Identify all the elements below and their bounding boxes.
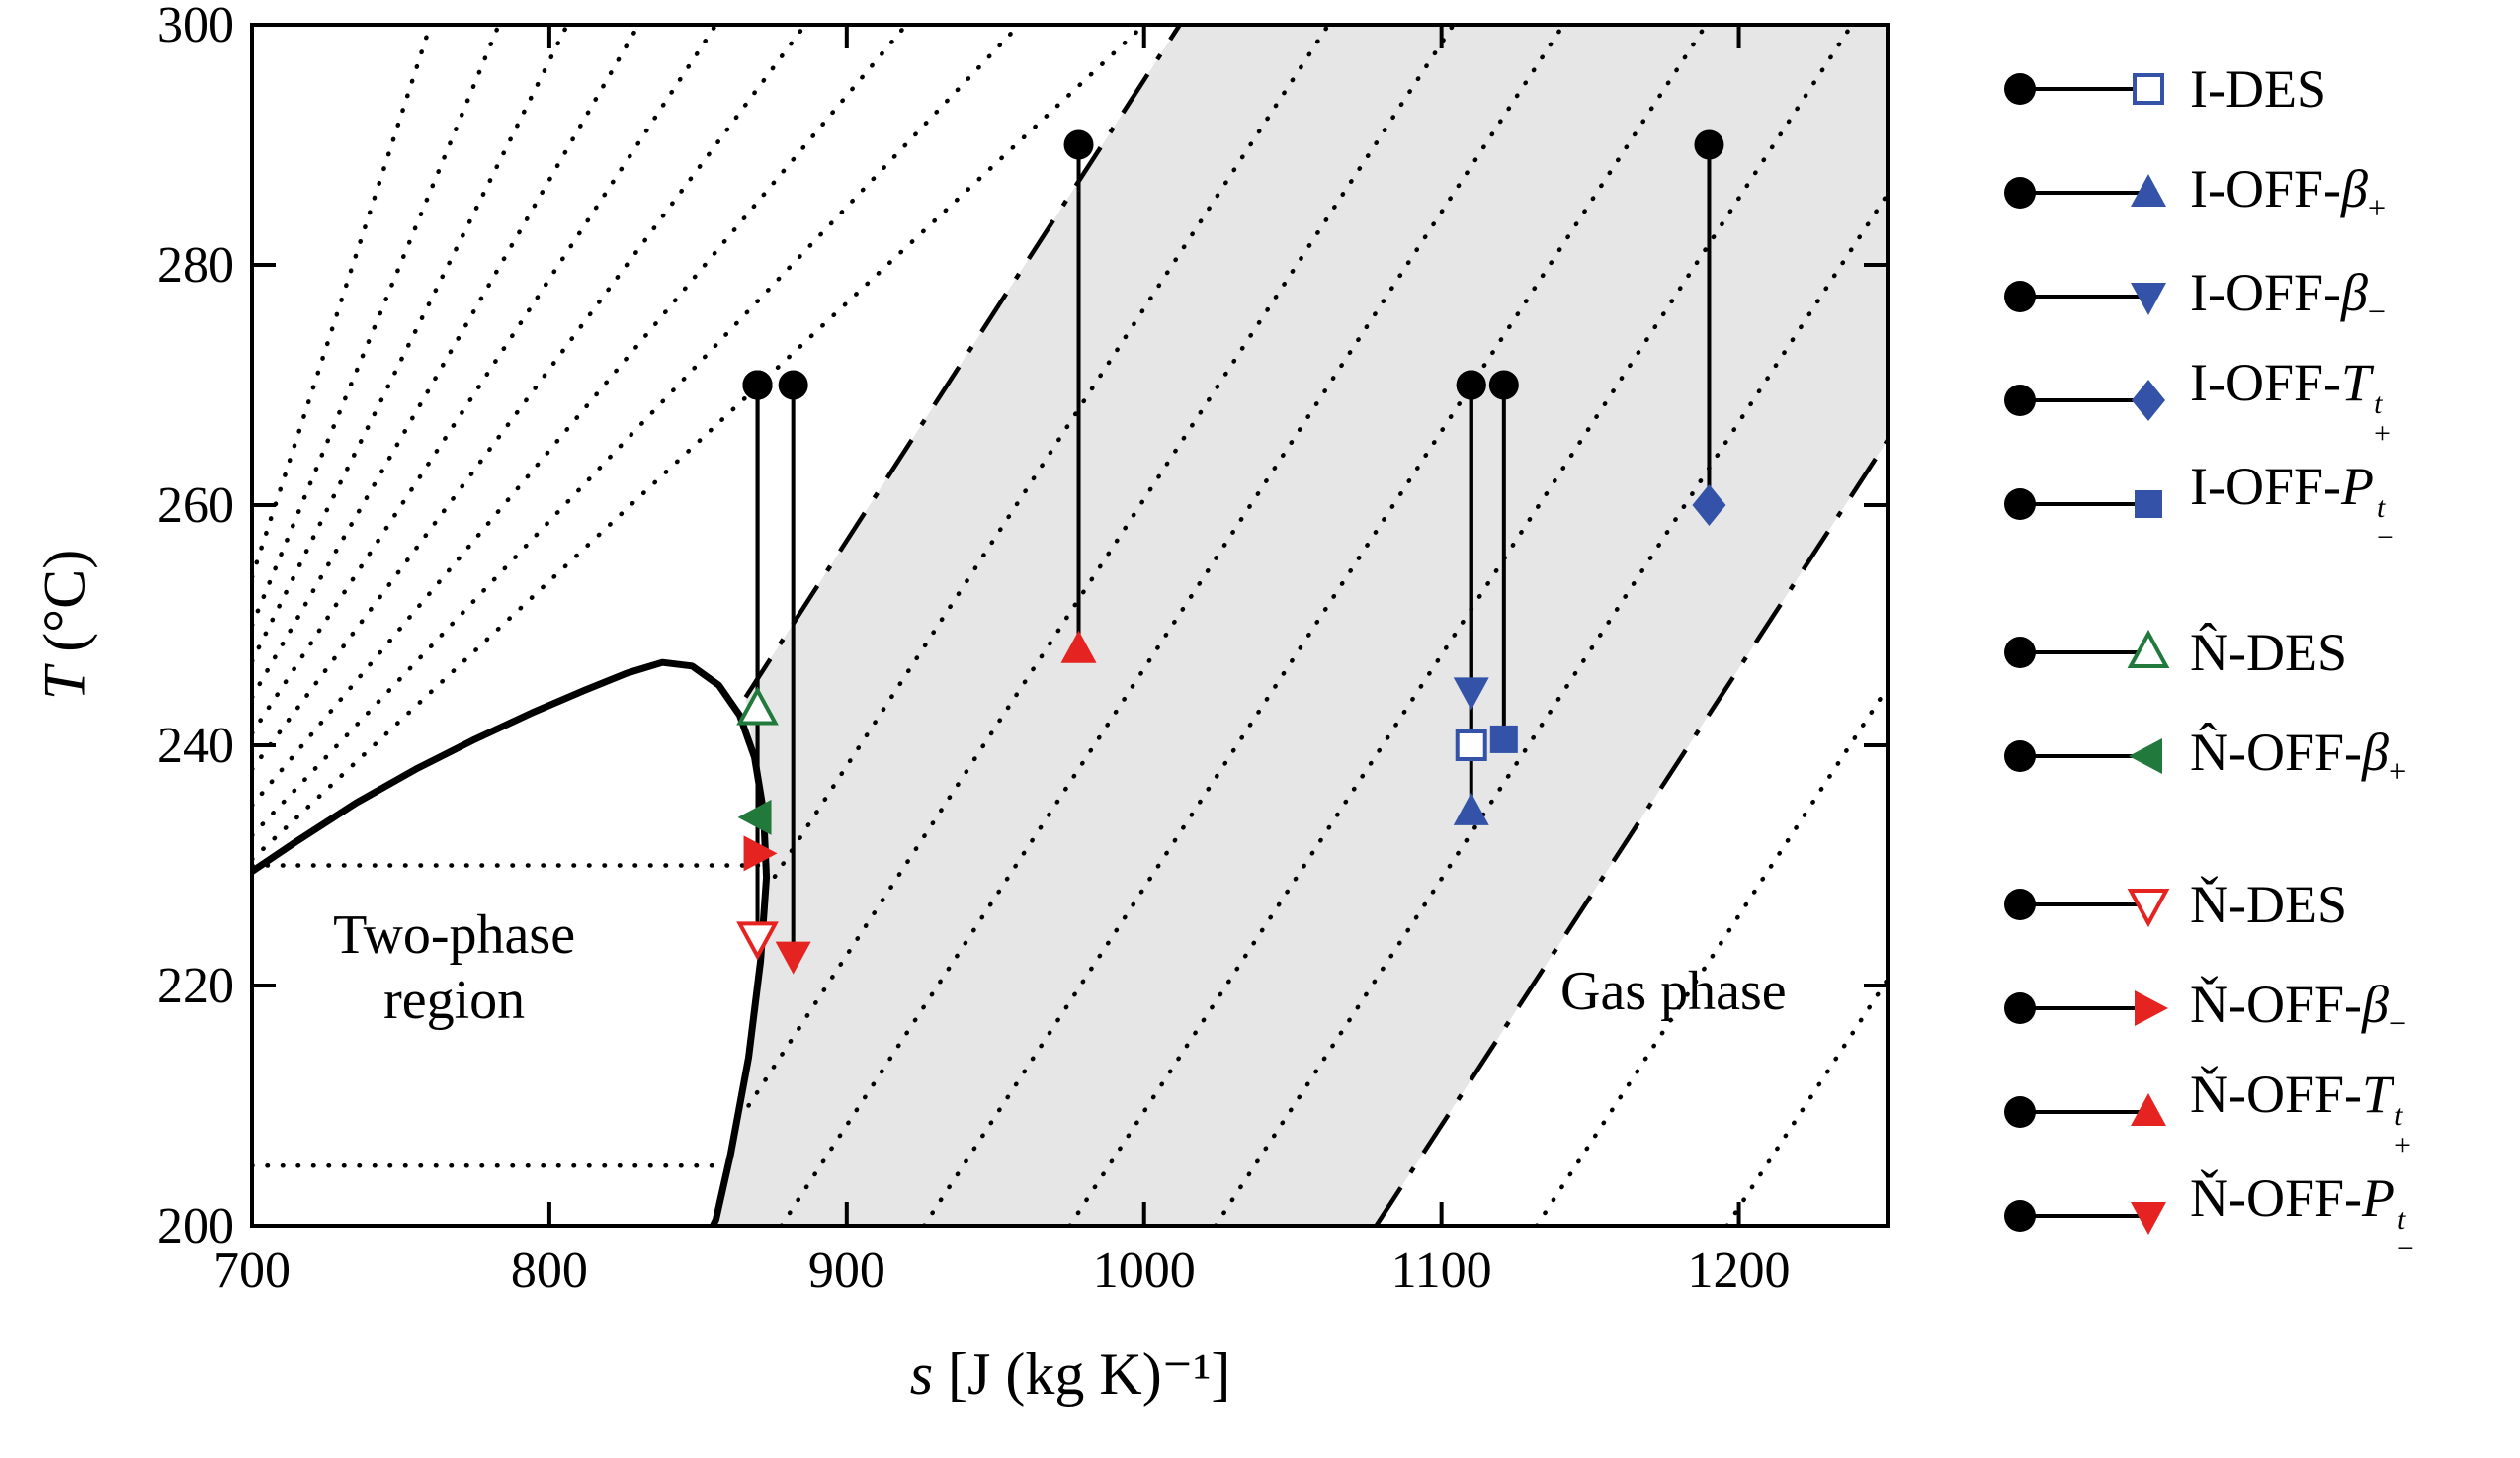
isoline-dotted xyxy=(252,25,909,808)
x-tick-label: 1000 xyxy=(1093,1243,1196,1299)
y-axis-label: T (°C) xyxy=(32,550,100,700)
isoline-dotted xyxy=(252,25,502,628)
legend-entry-label: Ň-OFF-P t − xyxy=(2190,1167,2414,1265)
legend-entry: I-OFF-P t − xyxy=(1998,457,2394,552)
phase-boundary-dashdot-group xyxy=(743,25,1888,1226)
series-group xyxy=(736,129,1726,975)
legend-entry: I-OFF-β− xyxy=(1998,262,2386,331)
legend-marker-icon xyxy=(2004,889,2170,928)
legend-marker-icon xyxy=(2004,488,2162,520)
y-axis-units: (°C) xyxy=(32,549,98,667)
legend-entry-label: I-DES xyxy=(2190,59,2326,119)
series-marker-I-DES xyxy=(1455,729,1487,761)
legend-marker-icon xyxy=(2004,73,2164,105)
y-tick-label: 240 xyxy=(157,718,234,774)
legend-entry-label: I-OFF-P t − xyxy=(2190,456,2394,554)
legend-entry-label: I-OFF-β− xyxy=(2190,263,2387,330)
legend-marker-icon xyxy=(2004,174,2166,209)
isoline-dotted xyxy=(779,25,1566,1226)
x-axis-variable: s xyxy=(909,1341,934,1407)
saturation-dome-curve xyxy=(252,658,771,1226)
isoline-dotted-group xyxy=(252,25,1888,1226)
legend-entry: N̂-OFF-β+ xyxy=(1998,722,2406,791)
series-marker-Ň-OFF-Pᵗ₋ xyxy=(775,941,811,975)
isoline-dotted xyxy=(252,25,807,772)
x-axis-label: s [J (kg K)⁻¹] xyxy=(910,1339,1231,1409)
legend-entry: N̂-DES xyxy=(1998,618,2347,687)
isoline-dotted xyxy=(746,25,1456,1108)
series-anchor-dot xyxy=(778,370,808,400)
legend-entry-label: Ň-OFF-T t + xyxy=(2190,1064,2411,1161)
isoline-dotted xyxy=(252,25,1146,862)
y-tick-label: 260 xyxy=(157,477,234,534)
isoline-dotted xyxy=(252,25,433,580)
series-anchor-dot xyxy=(1694,129,1724,160)
legend-entry-label: N̂-OFF-β+ xyxy=(2190,723,2407,790)
legend-marker-icon xyxy=(2004,738,2162,774)
legend-entry-label: Ň-OFF-β− xyxy=(2190,975,2407,1042)
series-marker-Ň-DES xyxy=(736,921,779,961)
legend-marker-icon xyxy=(2004,380,2165,421)
isoline-dotted xyxy=(921,25,1709,1226)
series-marker-I-OFF-Pᵗ₋ xyxy=(1489,725,1518,753)
isoline-dotted xyxy=(252,25,718,736)
isoline-dotted xyxy=(252,25,641,700)
plot-area xyxy=(252,25,1888,1226)
y-tick-label: 300 xyxy=(157,0,234,53)
y-tick-label: 280 xyxy=(157,237,234,294)
legend-marker-icon xyxy=(2004,1093,2166,1128)
x-tick-label: 1200 xyxy=(1688,1243,1791,1299)
series-marker-Ň-OFF-Tᵗ₊ xyxy=(1060,630,1097,663)
legend-marker-icon xyxy=(2004,281,2166,315)
x-axis-units: [J (kg K)⁻¹] xyxy=(933,1341,1231,1407)
legend-entry-label: N̂-DES xyxy=(2190,623,2347,682)
x-tick-label: 1100 xyxy=(1391,1243,1492,1299)
legend-entry: Ň-OFF-β− xyxy=(1998,974,2406,1043)
legend-entry: I-DES xyxy=(1998,54,2326,124)
plot-frame xyxy=(250,23,1890,1228)
isoline-dotted xyxy=(252,25,1022,838)
series-marker-I-OFF-β₋ xyxy=(1453,677,1489,711)
series-marker-I-OFF-β₊ xyxy=(1453,792,1489,825)
isoline-dotted xyxy=(1534,685,1888,1226)
legend-entry-label: I-OFF-β+ xyxy=(2190,159,2387,226)
y-axis-variable: T xyxy=(32,666,98,701)
isoline-dotted xyxy=(1213,192,1888,1226)
x-tick-label: 800 xyxy=(511,1243,588,1299)
series-anchor-dot xyxy=(1488,370,1519,400)
legend-entry: Ň-OFF-P t − xyxy=(1998,1168,2414,1263)
phase-boundary-dashdot xyxy=(1374,439,1888,1226)
series-marker-N̂-DES xyxy=(736,686,779,726)
series-marker-Ň-OFF-β₋ xyxy=(743,835,778,872)
legend-entry: I-OFF-T t + xyxy=(1998,353,2391,448)
legend-marker-icon xyxy=(2004,629,2170,668)
series-anchor-dot xyxy=(742,370,773,400)
shaded-region xyxy=(713,25,1888,1226)
legend-entry-label: I-OFF-T t + xyxy=(2190,352,2391,450)
isoline-dotted xyxy=(252,25,570,664)
x-tick-label: 900 xyxy=(808,1243,885,1299)
legend-entry-label: Ň-DES xyxy=(2190,875,2347,934)
isoline-dotted xyxy=(1067,25,1855,1226)
legend-entry: Ň-OFF-T t + xyxy=(1998,1065,2411,1159)
gas-phase-label: Gas phase xyxy=(1560,961,1787,1023)
y-tick-label: 220 xyxy=(157,958,234,1014)
y-tick-label: 200 xyxy=(157,1198,234,1254)
isoline-dotted xyxy=(1724,977,1888,1226)
series-marker-N̂-OFF-β₊ xyxy=(737,799,772,835)
series-marker-I-OFF-Tᵗ₊ xyxy=(1692,484,1726,526)
two-phase-region-label: Two-phase region xyxy=(333,903,576,1031)
series-anchor-dot xyxy=(1063,129,1094,160)
axis-ticks xyxy=(250,23,1888,1228)
series-anchor-dot xyxy=(1456,370,1486,400)
isoline-dotted xyxy=(764,25,1331,893)
legend-entry: I-OFF-β+ xyxy=(1998,158,2386,227)
legend-marker-icon xyxy=(2004,1200,2166,1235)
legend-marker-icon xyxy=(2004,990,2168,1026)
x-tick-label: 700 xyxy=(213,1243,291,1299)
legend-entry: Ň-DES xyxy=(1998,870,2347,939)
